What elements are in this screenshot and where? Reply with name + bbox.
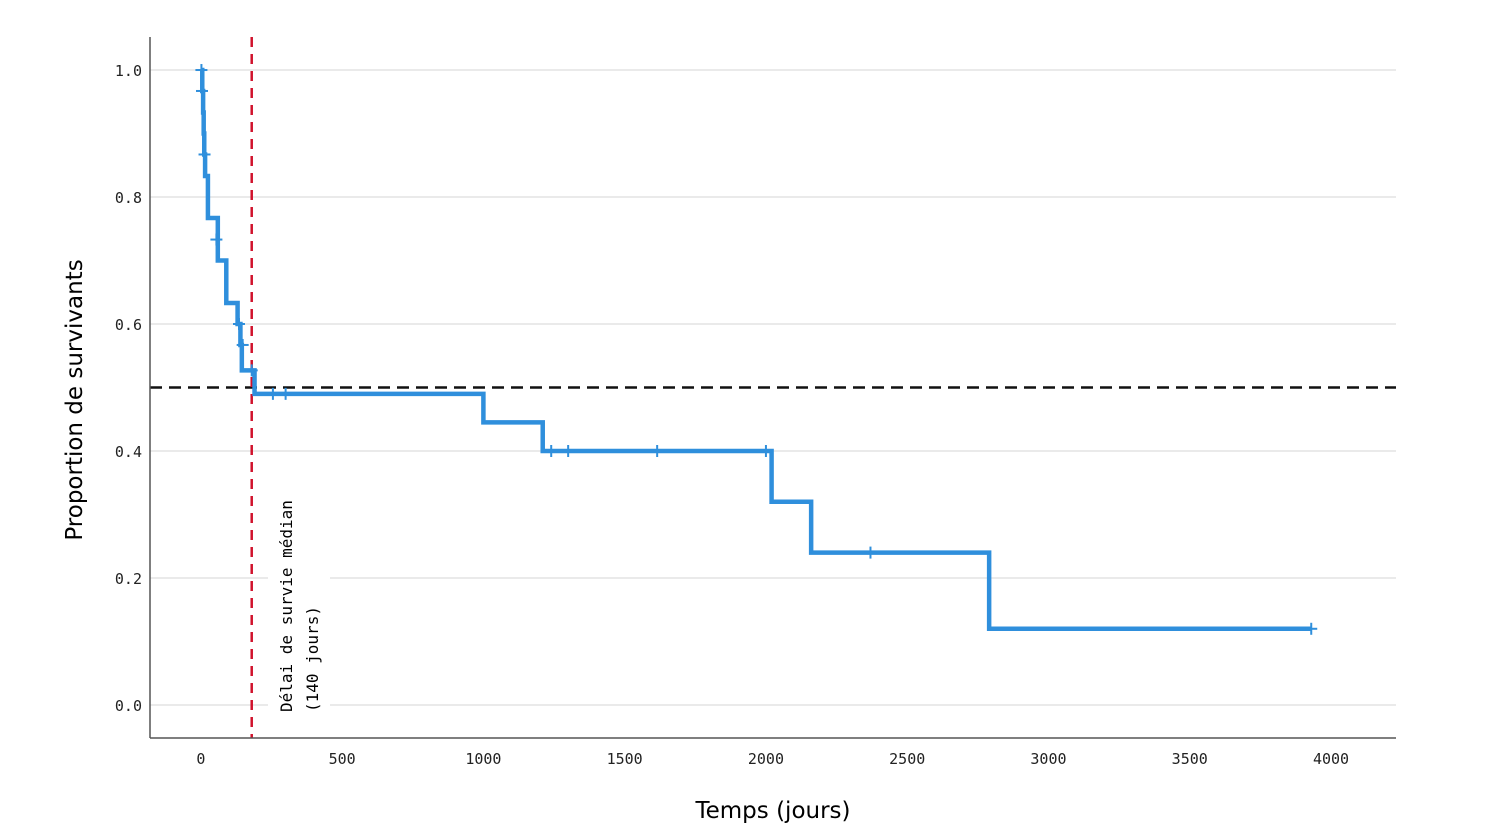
censor-mark	[195, 84, 208, 97]
x-tick-label: 1500	[607, 750, 643, 768]
censor-mark	[266, 387, 279, 400]
annotation-background	[268, 462, 330, 722]
tick-labels: 0.0 0.2 0.4 0.6 0.8 1.0 0 500 1000 1500 2000 2500 30…	[115, 62, 1349, 768]
survival-curve	[200, 67, 1312, 632]
x-axis-title: Temps (jours)	[694, 798, 850, 824]
x-tick-label: 2000	[748, 750, 784, 768]
y-tick-label: 0.8	[115, 189, 142, 207]
reference-lines	[150, 37, 1396, 738]
censor-mark	[1305, 622, 1318, 635]
x-tick-label: 1000	[465, 750, 501, 768]
y-tick-label: 1.0	[115, 62, 142, 80]
series-layer	[195, 64, 1318, 635]
y-tick-label: 0.6	[115, 316, 142, 334]
y-tick-label: 0.2	[115, 570, 142, 588]
x-tick-label: 2500	[889, 750, 925, 768]
x-tick-label: 500	[329, 750, 356, 768]
censor-mark	[195, 64, 208, 77]
x-tick-label: 0	[196, 750, 205, 768]
censor-mark	[562, 444, 575, 457]
censor-mark	[545, 444, 558, 457]
censor-mark	[210, 233, 223, 246]
censor-mark	[279, 387, 292, 400]
y-tick-label: 0.4	[115, 443, 142, 461]
censor-mark	[245, 364, 258, 377]
censor-mark	[864, 546, 877, 559]
axes	[149, 37, 1396, 739]
censor-mark	[651, 444, 664, 457]
x-tick-label: 4000	[1313, 750, 1349, 768]
censor-mark	[236, 338, 249, 351]
x-tick-label: 3000	[1030, 750, 1066, 768]
censor-mark	[233, 318, 245, 331]
y-tick-label: 0.0	[115, 697, 142, 715]
censor-mark	[198, 148, 211, 161]
censor-mark	[759, 444, 772, 457]
y-axis-title: Proportion de survivants	[62, 259, 88, 540]
median-annotation-line1: Délai de survie médian	[277, 500, 296, 712]
x-tick-label: 3500	[1172, 750, 1208, 768]
grid-lines	[150, 69, 1396, 722]
median-annotation-line2: (140 jours)	[303, 606, 322, 712]
annotations: Délai de survie médian (140 jours)	[277, 500, 322, 712]
